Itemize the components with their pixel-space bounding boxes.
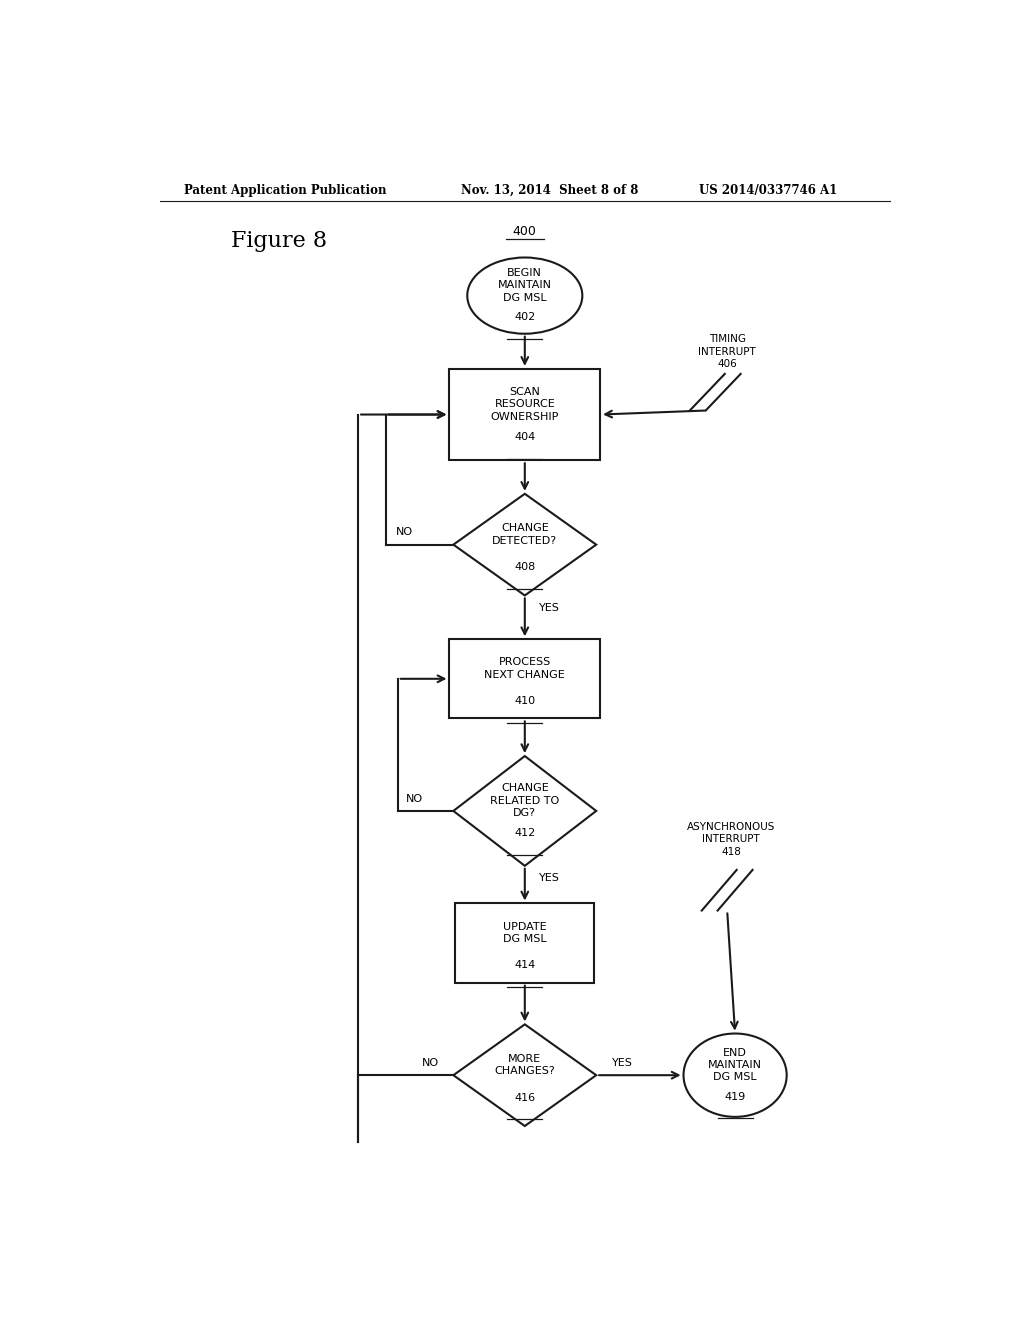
Text: UPDATE
DG MSL: UPDATE DG MSL: [503, 921, 547, 944]
Text: YES: YES: [539, 603, 560, 612]
Text: 404: 404: [514, 432, 536, 442]
Text: Nov. 13, 2014  Sheet 8 of 8: Nov. 13, 2014 Sheet 8 of 8: [461, 183, 639, 197]
Text: MORE
CHANGES?: MORE CHANGES?: [495, 1053, 555, 1076]
Text: 410: 410: [514, 696, 536, 706]
Text: Patent Application Publication: Patent Application Publication: [183, 183, 386, 197]
Text: END
MAINTAIN
DG MSL: END MAINTAIN DG MSL: [709, 1048, 762, 1082]
Text: CHANGE
RELATED TO
DG?: CHANGE RELATED TO DG?: [490, 783, 559, 818]
Text: 412: 412: [514, 828, 536, 838]
Text: SCAN
RESOURCE
OWNERSHIP: SCAN RESOURCE OWNERSHIP: [490, 387, 559, 422]
Text: 416: 416: [514, 1093, 536, 1102]
Text: 402: 402: [514, 312, 536, 322]
Text: CHANGE
DETECTED?: CHANGE DETECTED?: [493, 523, 557, 545]
Text: NO: NO: [406, 793, 423, 804]
Text: NO: NO: [395, 528, 413, 537]
Text: 414: 414: [514, 961, 536, 970]
Text: 400: 400: [513, 224, 537, 238]
Text: NO: NO: [422, 1059, 438, 1068]
Text: YES: YES: [539, 873, 560, 883]
Text: Figure 8: Figure 8: [231, 230, 328, 252]
Text: TIMING
INTERRUPT
406: TIMING INTERRUPT 406: [698, 334, 756, 368]
Text: ASYNCHRONOUS
INTERRUPT
418: ASYNCHRONOUS INTERRUPT 418: [687, 822, 775, 857]
Text: YES: YES: [612, 1059, 633, 1068]
Text: US 2014/0337746 A1: US 2014/0337746 A1: [699, 183, 838, 197]
Text: PROCESS
NEXT CHANGE: PROCESS NEXT CHANGE: [484, 657, 565, 680]
Text: 419: 419: [724, 1092, 745, 1101]
Text: 408: 408: [514, 562, 536, 572]
Text: BEGIN
MAINTAIN
DG MSL: BEGIN MAINTAIN DG MSL: [498, 268, 552, 302]
